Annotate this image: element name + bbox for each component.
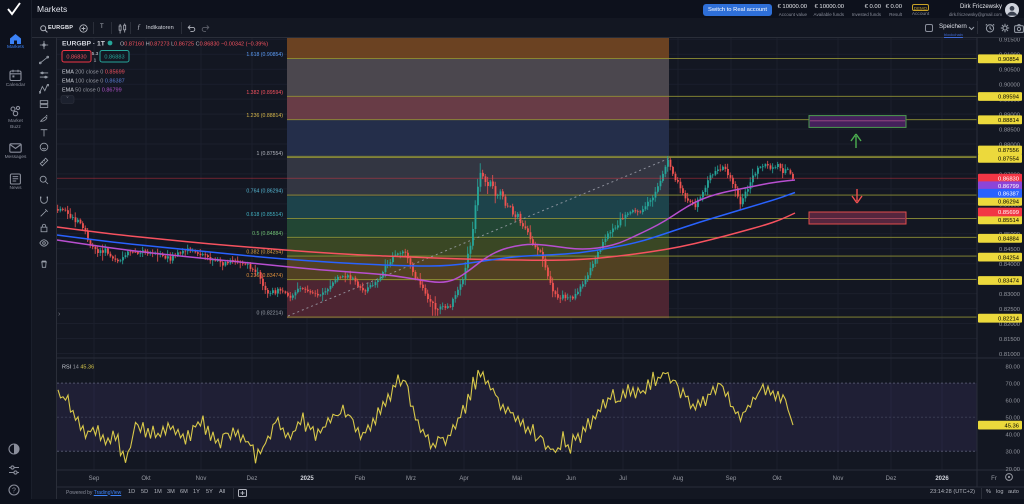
svg-text:50.00: 50.00 [1005,416,1020,422]
svg-text:1.382 (0.89594): 1.382 (0.89594) [246,90,283,96]
svg-text:0.764 (0.86294): 0.764 (0.86294) [246,189,283,195]
svg-text:0.87556: 0.87556 [998,148,1019,154]
svg-text:60.00: 60.00 [1005,399,1020,405]
svg-text:0.86883: 0.86883 [104,54,124,60]
svg-text:20.00: 20.00 [1005,467,1020,473]
svg-text:Okt: Okt [772,476,782,482]
svg-text:Dez: Dez [886,476,897,482]
svg-text:80.00: 80.00 [1005,365,1020,371]
svg-text:Mrz: Mrz [406,476,416,482]
svg-text:?: ? [12,488,16,495]
svg-text:Jun: Jun [566,476,576,482]
svg-text:Feb: Feb [355,476,366,482]
svg-text:RSI 14 45.36: RSI 14 45.36 [62,365,94,371]
svg-text:0.91500: 0.91500 [999,38,1020,44]
svg-text:0.86799: 0.86799 [998,184,1019,190]
svg-text:0.88814: 0.88814 [998,118,1020,124]
svg-text:1.236 (0.88814): 1.236 (0.88814) [246,113,283,119]
svg-text:Jul: Jul [619,476,627,482]
svg-text:0 (0.82214): 0 (0.82214) [256,311,283,317]
svg-text:0.85514: 0.85514 [998,218,1020,224]
svg-text:1: 1 [94,58,97,64]
svg-text:Nov: Nov [833,476,844,482]
svg-text:1.618 (0.90854): 1.618 (0.90854) [246,52,283,58]
svg-text:ˇ: ˇ [67,98,69,104]
svg-text:0.81000: 0.81000 [999,352,1020,358]
svg-text:2026: 2026 [935,476,949,482]
svg-text:70.00: 70.00 [1005,382,1020,388]
svg-text:Fr: Fr [991,476,997,482]
svg-text:Okt: Okt [141,476,151,482]
svg-text:0.84254: 0.84254 [998,255,1020,261]
svg-text:Apr: Apr [459,476,468,482]
svg-text:0.86830: 0.86830 [66,54,86,60]
svg-text:0.86294: 0.86294 [998,200,1020,206]
svg-text:EMA 50 close 0 0.86799: EMA 50 close 0 0.86799 [62,88,122,94]
svg-text:0.82000: 0.82000 [999,322,1020,328]
svg-text:0.84884: 0.84884 [998,237,1020,243]
svg-text:0.86830: 0.86830 [998,176,1019,182]
svg-text:40.00: 40.00 [1005,433,1020,439]
svg-text:0.618 (0.85514): 0.618 (0.85514) [246,212,283,218]
svg-text:Mai: Mai [512,476,522,482]
svg-text:0.85699: 0.85699 [998,210,1019,216]
svg-text:0.89594: 0.89594 [998,95,1020,101]
svg-text:EURGBP · 1T: EURGBP · 1T [62,41,106,48]
svg-text:1 (0.87554): 1 (0.87554) [256,151,283,157]
svg-text:0.382 (0.84254): 0.382 (0.84254) [246,250,283,256]
svg-text:Nov: Nov [196,476,207,482]
svg-text:O0.87160 H0.87273 L0.86725 C0.: O0.87160 H0.87273 L0.86725 C0.86830 −0.0… [120,41,268,47]
svg-text:0.83000: 0.83000 [999,292,1020,298]
svg-text:0.82500: 0.82500 [999,307,1020,313]
svg-text:5.3: 5.3 [92,51,99,57]
svg-text:Sep: Sep [726,476,737,482]
svg-text:30.00: 30.00 [1005,450,1020,456]
svg-text:EMA 100 close 0 0.86387: EMA 100 close 0 0.86387 [62,79,125,85]
svg-text:0.81500: 0.81500 [999,337,1020,343]
svg-text:45.36: 45.36 [1004,423,1019,429]
svg-text:Aug: Aug [673,476,684,482]
svg-text:›: › [58,311,61,318]
svg-text:Dez: Dez [247,476,258,482]
svg-text:EMA 200 close 0 0.85699: EMA 200 close 0 0.85699 [62,70,125,76]
svg-text:0.236 (0.83474): 0.236 (0.83474) [246,273,283,279]
svg-text:0.84000: 0.84000 [999,262,1020,268]
svg-text:2025: 2025 [300,476,314,482]
svg-text:0.5 (0.84884): 0.5 (0.84884) [252,231,283,237]
svg-text:0.82214: 0.82214 [998,316,1020,322]
svg-text:0.87554: 0.87554 [998,157,1020,163]
svg-text:0.88000: 0.88000 [999,142,1020,148]
svg-text:0.88500: 0.88500 [999,128,1020,134]
svg-text:0.90000: 0.90000 [999,83,1020,89]
svg-text:0.90854: 0.90854 [998,57,1020,63]
svg-text:0.90500: 0.90500 [999,68,1020,74]
svg-text:Sep: Sep [89,476,100,482]
svg-text:0.86387: 0.86387 [998,192,1019,198]
svg-text:0.84500: 0.84500 [999,247,1020,253]
svg-text:0.83474: 0.83474 [998,279,1020,285]
